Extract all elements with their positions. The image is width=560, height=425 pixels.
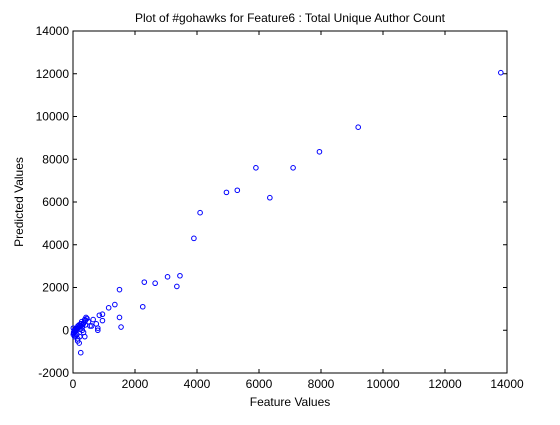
x-axis-label: Feature Values <box>250 395 331 409</box>
axis-ticks <box>72 30 508 374</box>
data-point <box>355 124 362 130</box>
data-point <box>174 283 180 290</box>
data-point <box>116 314 123 321</box>
x-tick-label: 14000 <box>490 377 524 391</box>
data-point <box>99 311 106 318</box>
y-tick-label: 12000 <box>36 67 70 81</box>
data-point <box>223 189 230 196</box>
y-tick-label: 6000 <box>42 195 69 209</box>
data-point <box>152 280 158 287</box>
data-point <box>191 235 197 242</box>
data-point <box>96 312 103 319</box>
x-tick-label: 12000 <box>428 377 462 391</box>
x-tick-label: 4000 <box>184 377 211 391</box>
data-points <box>70 69 504 356</box>
data-point <box>95 327 101 334</box>
data-point <box>112 301 118 308</box>
data-point <box>116 286 123 293</box>
data-point <box>267 194 273 201</box>
x-tick-label: 2000 <box>122 377 149 391</box>
y-tick-label: -2000 <box>38 366 69 380</box>
data-point <box>74 338 81 344</box>
data-point <box>95 325 101 331</box>
data-point <box>99 317 106 324</box>
x-tick-label: 0 <box>70 377 77 391</box>
data-point <box>253 165 259 171</box>
data-point <box>177 272 183 279</box>
plot-area <box>72 30 508 374</box>
y-axis-label: Predicted Values <box>12 157 26 247</box>
y-tick-label: 8000 <box>42 152 69 166</box>
data-point <box>498 69 504 76</box>
y-tick-label: 14000 <box>36 24 70 38</box>
data-point <box>82 322 89 328</box>
y-tick-label: 4000 <box>42 238 69 252</box>
y-tick-label: 0 <box>62 323 69 337</box>
data-point <box>105 305 112 311</box>
data-point <box>164 274 171 280</box>
y-tick-label: 10000 <box>36 110 70 124</box>
x-tick-label: 6000 <box>246 377 273 391</box>
y-tick-label: 2000 <box>42 281 69 295</box>
x-tick-label: 10000 <box>366 377 400 391</box>
data-point <box>77 349 84 356</box>
chart-title: Plot of #gohawks for Feature6 : Total Un… <box>135 11 446 25</box>
data-point <box>316 148 323 155</box>
data-point <box>141 279 148 285</box>
data-point <box>290 165 296 171</box>
data-point <box>88 323 95 329</box>
data-point <box>118 324 124 330</box>
data-point <box>197 209 203 216</box>
x-tick-label: 8000 <box>308 377 335 391</box>
data-point <box>77 333 83 340</box>
data-point <box>234 187 241 194</box>
axis-tick-labels: 0 2000 4000 6000 8000 10000 12000 14000-2000020… <box>36 24 524 391</box>
data-point <box>90 316 96 323</box>
data-point <box>70 325 77 331</box>
data-point <box>139 303 146 310</box>
